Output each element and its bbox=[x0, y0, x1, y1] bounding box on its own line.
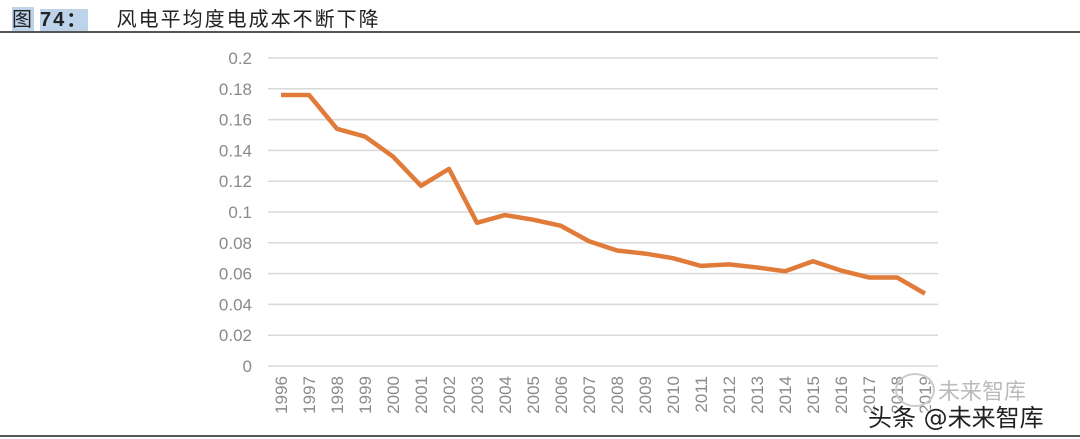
y-tick-label: 0.14 bbox=[219, 141, 252, 160]
y-tick-label: 0.12 bbox=[219, 172, 252, 191]
y-tick-label: 0.04 bbox=[219, 295, 252, 314]
y-tick-label: 0.02 bbox=[219, 326, 252, 345]
y-tick-label: 0.08 bbox=[219, 234, 252, 253]
x-tick-label: 2009 bbox=[636, 376, 655, 414]
x-tick-label: 2014 bbox=[776, 376, 795, 414]
x-tick-label: 2017 bbox=[860, 376, 879, 414]
x-tick-label: 2004 bbox=[496, 376, 515, 414]
figure-title: 图 74： 风电平均度电成本不断下降 bbox=[12, 3, 381, 32]
x-tick-label: 2016 bbox=[832, 376, 851, 414]
x-tick-label: 2003 bbox=[468, 376, 487, 414]
x-tick-label: 1998 bbox=[328, 376, 347, 414]
y-tick-label: 0.18 bbox=[219, 80, 252, 99]
x-tick-label: 1999 bbox=[356, 376, 375, 414]
figure-label-number: 74： bbox=[40, 9, 89, 31]
x-tick-label: 2008 bbox=[608, 376, 627, 414]
series-line bbox=[281, 92, 927, 296]
bottom-rule bbox=[0, 435, 1080, 437]
y-tick-label: 0.16 bbox=[219, 111, 252, 130]
top-rule bbox=[0, 31, 1080, 33]
x-tick-label: 2013 bbox=[748, 376, 767, 414]
figure-label-prefix: 图 bbox=[12, 7, 34, 31]
x-tick-label: 2005 bbox=[524, 376, 543, 414]
figure-caption: 风电平均度电成本不断下降 bbox=[116, 7, 381, 31]
x-tick-label: 2012 bbox=[720, 376, 739, 414]
watermark-faint: 未来智库 bbox=[938, 380, 1027, 405]
x-tick-label: 1997 bbox=[300, 376, 319, 414]
y-tick-label: 0.2 bbox=[228, 49, 252, 68]
x-tick-label: 2011 bbox=[692, 376, 711, 413]
x-tick-label: 2007 bbox=[580, 376, 599, 414]
x-tick-label: 1996 bbox=[272, 376, 291, 414]
x-tick-label: 2006 bbox=[552, 376, 571, 414]
y-tick-label: 0.06 bbox=[219, 265, 252, 284]
x-tick-label: 2002 bbox=[440, 376, 459, 414]
watermark-logo-icon bbox=[895, 373, 935, 407]
x-tick-label: 2015 bbox=[804, 376, 823, 414]
y-tick-label: 0 bbox=[243, 357, 252, 376]
x-tick-label: 2000 bbox=[384, 376, 403, 414]
watermark-text: 头条 @未来智库 bbox=[868, 404, 1044, 432]
x-tick-label: 2010 bbox=[664, 376, 683, 414]
x-tick-label: 2001 bbox=[412, 376, 431, 414]
y-tick-label: 0.1 bbox=[228, 203, 252, 222]
